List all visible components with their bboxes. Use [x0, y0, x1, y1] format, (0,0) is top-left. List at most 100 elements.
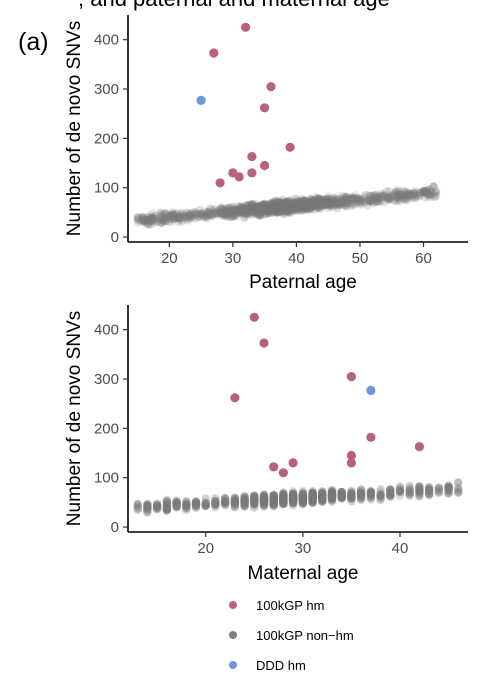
nonhm-point [261, 206, 270, 215]
nonhm-point [269, 199, 278, 208]
nonhm-point [218, 206, 228, 216]
nonhm-point [268, 203, 278, 212]
nonhm-point [246, 205, 256, 214]
nonhm-point [324, 194, 333, 204]
nonhm-point [269, 202, 278, 212]
nonhm-point [222, 212, 232, 221]
nonhm-point [286, 197, 296, 206]
nonhm-point [346, 198, 356, 208]
nonhm-point [143, 220, 152, 229]
nonhm-point [269, 202, 279, 211]
nonhm-point [225, 203, 235, 213]
nonhm-point [269, 204, 278, 213]
nonhm-point [148, 208, 158, 218]
nonhm-point [414, 190, 423, 200]
data-point [247, 152, 257, 162]
nonhm-point [398, 190, 408, 199]
nonhm-point [288, 207, 297, 216]
nonhm-point [314, 197, 323, 207]
x-tick-label: 60 [415, 250, 432, 267]
nonhm-point [298, 198, 308, 207]
nonhm-point [157, 211, 167, 221]
nonhm-point [231, 206, 241, 215]
nonhm-point [371, 194, 380, 203]
nonhm-point [383, 192, 393, 202]
nonhm-point [180, 212, 189, 222]
nonhm-point [182, 208, 192, 218]
nonhm-point [267, 208, 276, 217]
nonhm-point [265, 202, 275, 212]
nonhm-point [395, 191, 405, 200]
nonhm-point [224, 206, 234, 216]
nonhm-point [150, 211, 160, 221]
nonhm-point [258, 201, 267, 210]
nonhm-point [276, 201, 285, 210]
nonhm-point [280, 201, 289, 210]
nonhm-point [290, 200, 300, 209]
data-point [285, 142, 295, 152]
nonhm-point [328, 197, 337, 206]
nonhm-point [226, 212, 236, 222]
nonhm-point [149, 216, 158, 226]
nonhm-point [242, 209, 251, 218]
nonhm-point [365, 197, 374, 206]
nonhm-point [299, 197, 309, 206]
nonhm-point [295, 201, 305, 211]
nonhm-point [324, 196, 333, 205]
nonhm-point [387, 192, 396, 202]
nonhm-point [324, 203, 333, 212]
nonhm-point [393, 190, 403, 199]
nonhm-point [328, 196, 338, 205]
nonhm-point [250, 204, 259, 214]
nonhm-point [253, 205, 262, 214]
nonhm-point [374, 195, 383, 205]
nonhm-point [267, 206, 277, 215]
nonhm-point [184, 217, 193, 226]
nonhm-point [393, 192, 402, 201]
nonhm-point [290, 200, 300, 210]
nonhm-point [325, 200, 334, 209]
nonhm-point [311, 197, 320, 207]
nonhm-point [323, 191, 333, 200]
nonhm-point [287, 201, 296, 210]
nonhm-point [286, 202, 296, 211]
x-axis-label: Paternal age [249, 272, 357, 293]
nonhm-point [306, 198, 315, 207]
nonhm-point [225, 210, 235, 219]
nonhm-point [309, 198, 318, 207]
nonhm-point [141, 215, 151, 225]
nonhm-point [160, 214, 170, 223]
nonhm-point [249, 203, 259, 212]
nonhm-point [306, 200, 315, 210]
nonhm-point [378, 193, 387, 202]
nonhm-point [265, 203, 275, 212]
nonhm-point [157, 219, 166, 228]
nonhm-point [292, 201, 301, 211]
nonhm-point [265, 203, 274, 213]
nonhm-point [285, 201, 294, 210]
nonhm-point [248, 206, 257, 216]
nonhm-point [392, 189, 401, 198]
nonhm-point [292, 201, 301, 211]
nonhm-point [311, 202, 320, 211]
nonhm-point [167, 212, 177, 222]
nonhm-point [217, 205, 226, 214]
nonhm-point [276, 202, 286, 211]
nonhm-point [229, 211, 238, 220]
nonhm-point [238, 207, 248, 216]
nonhm-point [358, 197, 368, 206]
x-tick-label: 40 [288, 250, 305, 267]
nonhm-point [253, 205, 262, 215]
nonhm-point [261, 203, 270, 212]
nonhm-point [302, 201, 311, 210]
nonhm-point [218, 208, 227, 217]
nonhm-point [242, 209, 251, 218]
nonhm-point [408, 192, 417, 201]
nonhm-point [252, 206, 262, 215]
nonhm-point [300, 201, 309, 211]
nonhm-point [330, 195, 340, 204]
nonhm-point [166, 210, 175, 219]
nonhm-point [337, 195, 346, 205]
nonhm-point [324, 193, 334, 203]
data-point [209, 48, 219, 58]
